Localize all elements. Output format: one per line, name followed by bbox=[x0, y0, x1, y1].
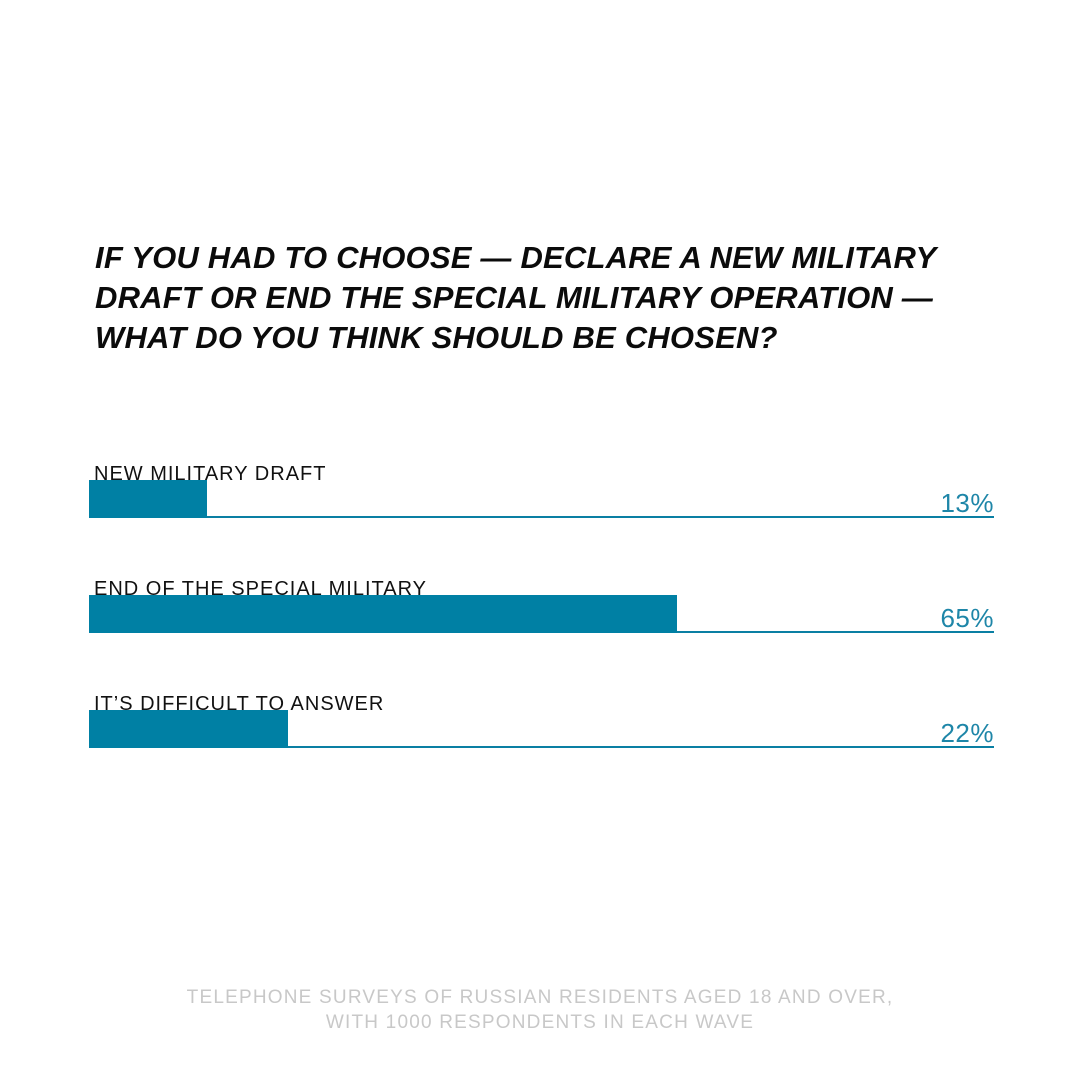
footnote-line-2: WITH 1000 RESPONDENTS IN EACH WAVE bbox=[325, 1012, 755, 1033]
chart-title: IF YOU HAD TO CHOOSE — DECLARE A NEW MIL… bbox=[95, 240, 936, 355]
category-label-text: IT’S DIFFICULT TO ANSWER bbox=[94, 693, 385, 715]
value-label: 22% bbox=[940, 718, 994, 748]
footnote-line-1: TELEPHONE SURVEYS OF RUSSIAN RESIDENTS A… bbox=[186, 987, 894, 1008]
bar bbox=[89, 710, 288, 748]
value-label: 13% bbox=[940, 488, 994, 518]
bar-row: NEW MILITARY DRAFT 13% bbox=[89, 462, 994, 542]
category-label: IT’S DIFFICULT TO ANSWER bbox=[94, 692, 694, 718]
bar-row: IT’S DIFFICULT TO ANSWER 22% bbox=[89, 692, 994, 772]
bar-track bbox=[89, 516, 994, 518]
value-label: 65% bbox=[940, 603, 994, 633]
footnote: TELEPHONE SURVEYS OF RUSSIAN RESIDENTS A… bbox=[0, 985, 1080, 1035]
category-label-text: NEW MILITARY DRAFT bbox=[94, 463, 327, 485]
bar-track bbox=[89, 746, 994, 748]
bar-row: END OF THE SPECIAL MILITARY OPERATION65% bbox=[89, 577, 994, 657]
category-label: NEW MILITARY DRAFT bbox=[94, 462, 694, 488]
bar bbox=[89, 480, 207, 518]
bar bbox=[89, 595, 677, 633]
